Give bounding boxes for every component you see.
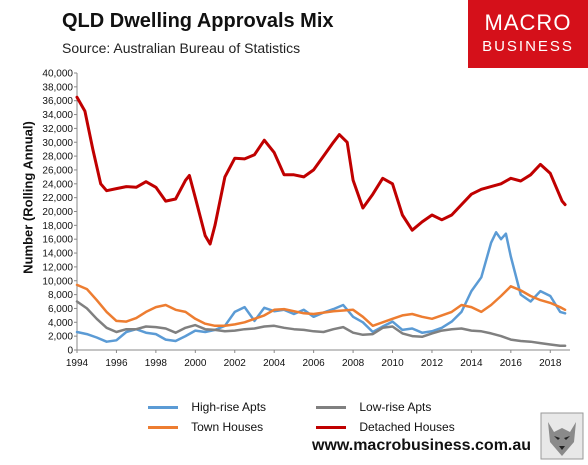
series-line-high-rise-apts <box>75 231 567 343</box>
logo-line-2: BUSINESS <box>482 38 574 55</box>
y-tick-label: 14,000 <box>42 249 73 260</box>
y-tick-label: 20,000 <box>42 207 73 218</box>
wolf-mascot-icon <box>540 412 584 460</box>
y-tick-label: 36,000 <box>42 96 73 107</box>
legend-swatch-low-rise <box>316 406 346 410</box>
legend-swatch-town-houses <box>148 426 178 430</box>
series-line-low-rise-apts <box>75 300 567 348</box>
chart-title: QLD Dwelling Approvals Mix <box>62 10 334 32</box>
y-tick-label: 40,000 <box>42 69 73 80</box>
y-tick-label: 30,000 <box>42 138 73 149</box>
y-tick-label: 22,000 <box>42 193 73 204</box>
macrobusiness-logo: MACRO BUSINESS <box>468 0 588 68</box>
x-tick-label: 2010 <box>381 358 404 369</box>
x-tick-label: 1998 <box>145 358 168 369</box>
x-tick-label: 2008 <box>342 358 365 369</box>
x-tick-label: 2004 <box>263 358 286 369</box>
y-tick-label: 18,000 <box>42 221 73 232</box>
legend-item-town-houses: Town Houses <box>148 420 263 434</box>
line-chart: 0 2,000 4,000 6,000 8,000 10,000 12,000 14,000 1… <box>42 69 570 370</box>
x-tick-label: 2014 <box>460 358 483 369</box>
chart-series <box>75 95 567 348</box>
y-tick-label: 34,000 <box>42 110 73 121</box>
x-tick-label: 2006 <box>303 358 326 369</box>
y-tick-label: 8,000 <box>48 290 73 301</box>
legend-label-high-rise: High-rise Apts <box>191 400 267 414</box>
chart-ticks: 0 2,000 4,000 6,000 8,000 10,000 12,000 14,000 1… <box>42 69 561 370</box>
legend-item-detached-houses: Detached Houses <box>316 420 455 434</box>
x-tick-label: 2018 <box>539 358 562 369</box>
y-tick-label: 24,000 <box>42 179 73 190</box>
y-tick-label: 10,000 <box>42 276 73 287</box>
x-tick-label: 2002 <box>224 358 247 369</box>
legend-item-low-rise: Low-rise Apts <box>316 400 431 414</box>
legend-swatch-detached-houses <box>316 426 346 430</box>
y-tick-label: 38,000 <box>42 82 73 93</box>
y-tick-label: 28,000 <box>42 152 73 163</box>
y-tick-label: 0 <box>67 346 73 357</box>
legend-label-low-rise: Low-rise Apts <box>359 400 432 414</box>
x-tick-label: 2012 <box>421 358 444 369</box>
y-tick-label: 16,000 <box>42 235 73 246</box>
x-tick-label: 2016 <box>500 358 523 369</box>
series-line-detached-houses <box>75 95 567 246</box>
legend-label-town-houses: Town Houses <box>191 420 264 434</box>
y-tick-label: 26,000 <box>42 165 73 176</box>
y-tick-label: 12,000 <box>42 262 73 273</box>
y-tick-label: 4,000 <box>48 318 73 329</box>
y-tick-label: 32,000 <box>42 124 73 135</box>
logo-line-1: MACRO <box>484 10 572 35</box>
chart-subtitle: Source: Australian Bureau of Statistics <box>62 40 301 56</box>
x-tick-label: 2000 <box>184 358 207 369</box>
x-tick-label: 1994 <box>66 358 89 369</box>
y-tick-label: 2,000 <box>48 332 73 343</box>
x-tick-label: 1996 <box>105 358 128 369</box>
legend-item-high-rise: High-rise Apts <box>148 400 266 414</box>
legend-swatch-high-rise <box>148 406 178 410</box>
series-line-town-houses <box>75 283 567 328</box>
legend-label-detached-houses: Detached Houses <box>359 420 455 434</box>
footer-url: www.macrobusiness.com.au <box>312 437 532 454</box>
y-tick-label: 6,000 <box>48 304 73 315</box>
